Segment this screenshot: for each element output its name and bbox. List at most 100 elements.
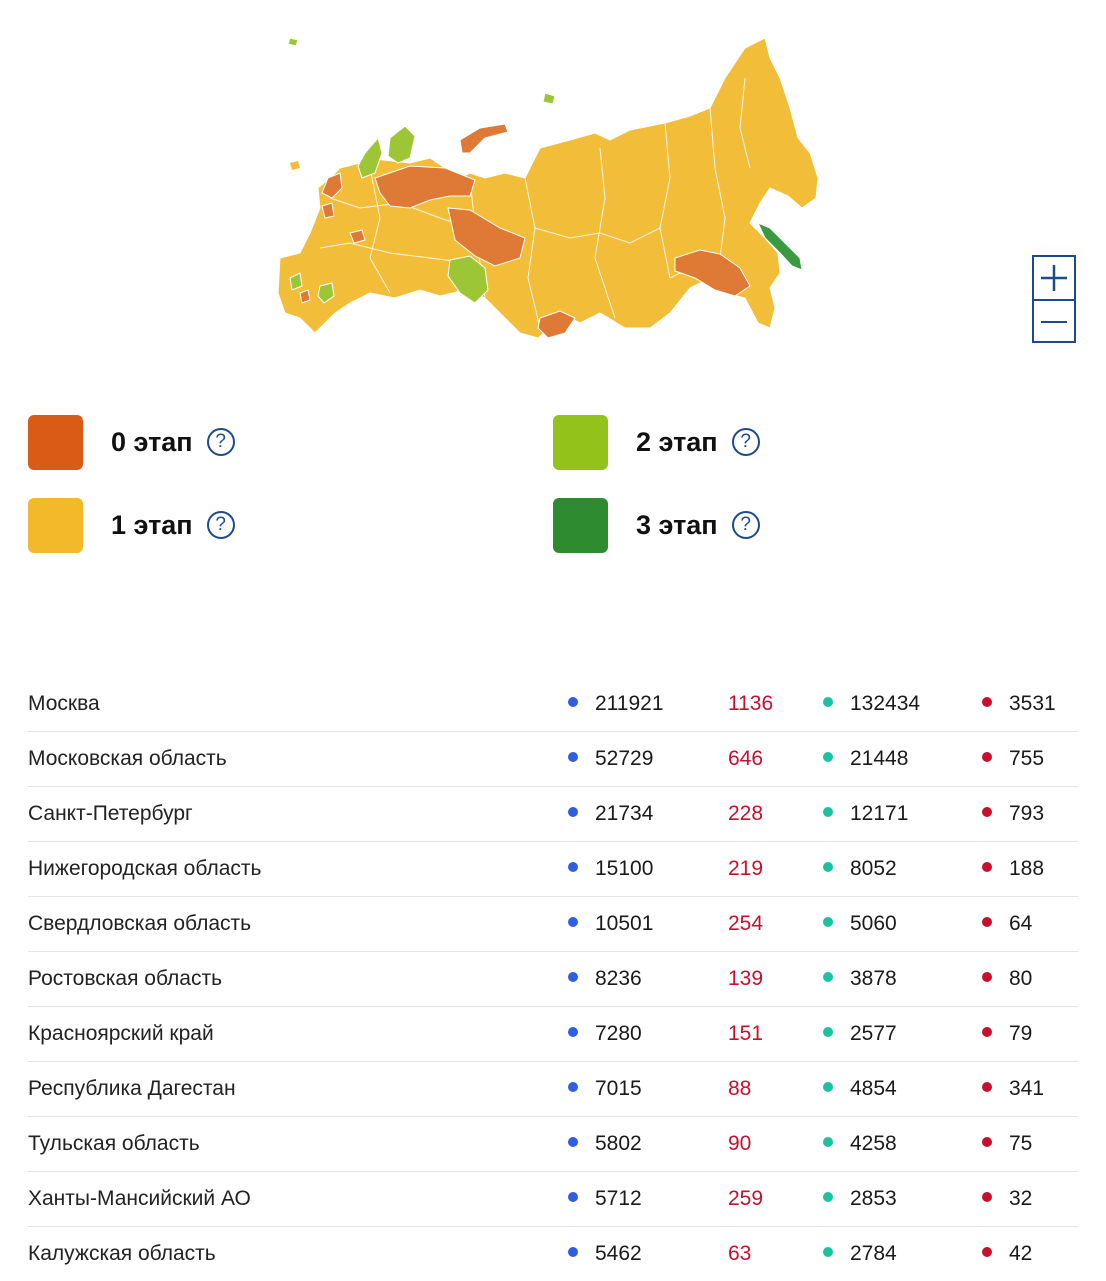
cases-dot-icon xyxy=(568,807,578,818)
region-stats-table: Москва 211921 1136 132434 3531 Московская обл… xyxy=(28,677,1078,1281)
cases-cell: 15100 xyxy=(568,842,653,896)
deaths-value: 755 xyxy=(1009,747,1045,770)
deaths-dot-icon xyxy=(982,917,992,928)
deaths-value: 793 xyxy=(1009,802,1045,825)
recovered-cell: 4258 xyxy=(823,1117,897,1171)
recovered-cell: 5060 xyxy=(823,897,897,951)
cases-cell: 8236 xyxy=(568,952,642,1006)
deaths-value: 188 xyxy=(1009,857,1045,880)
deaths-cell: 755 xyxy=(982,732,1044,786)
deaths-dot-icon xyxy=(982,862,992,873)
cases-dot-icon xyxy=(568,1247,578,1258)
table-row[interactable]: Республика Дагестан 7015 88 4854 341 xyxy=(28,1062,1078,1117)
new-cases-value: 259 xyxy=(728,1187,764,1210)
zoom-out-button[interactable] xyxy=(1034,299,1074,343)
cases-value: 7280 xyxy=(595,1022,642,1045)
map-area[interactable] xyxy=(0,0,1106,370)
deaths-cell: 3531 xyxy=(982,677,1056,731)
legend-swatch-stage0 xyxy=(28,414,83,470)
recovered-cell: 132434 xyxy=(823,677,920,731)
table-row[interactable]: Тульская область 5802 90 4258 75 xyxy=(28,1117,1078,1172)
cases-value: 8236 xyxy=(595,967,642,990)
cases-value: 5462 xyxy=(595,1242,642,1265)
table-row[interactable]: Свердловская область 10501 254 5060 64 xyxy=(28,897,1078,952)
help-icon[interactable]: ? xyxy=(206,428,235,456)
recovered-value: 2784 xyxy=(850,1242,897,1265)
legend-label-stage1: 1 этап xyxy=(111,509,193,540)
new-cases-value: 90 xyxy=(728,1132,752,1155)
cases-value: 10501 xyxy=(595,912,654,935)
zoom-controls xyxy=(1032,255,1076,343)
recovered-dot-icon xyxy=(823,697,833,708)
table-row[interactable]: Ханты-Мансийский АО 5712 259 2853 32 xyxy=(28,1172,1078,1227)
legend-item-stage2: 2 этап ? xyxy=(553,414,760,470)
deaths-dot-icon xyxy=(982,807,992,818)
cases-dot-icon xyxy=(568,1137,578,1148)
region-name: Калужская область xyxy=(28,1242,216,1265)
help-icon[interactable]: ? xyxy=(731,428,760,456)
deaths-value: 341 xyxy=(1009,1077,1045,1100)
region-name: Ростовская область xyxy=(28,967,223,990)
cases-cell: 5712 xyxy=(568,1172,642,1226)
cases-cell: 21734 xyxy=(568,787,653,841)
deaths-dot-icon xyxy=(982,1137,992,1148)
deaths-dot-icon xyxy=(982,972,992,983)
deaths-cell: 793 xyxy=(982,787,1044,841)
cases-value: 7015 xyxy=(595,1077,642,1100)
recovered-dot-icon xyxy=(823,807,833,818)
legend-item-stage3: 3 этап ? xyxy=(553,497,760,553)
new-cases-value: 63 xyxy=(728,1242,752,1265)
table-row[interactable]: Москва 211921 1136 132434 3531 xyxy=(28,677,1078,732)
stage3-region xyxy=(757,222,803,271)
recovered-value: 5060 xyxy=(850,912,897,935)
deaths-value: 64 xyxy=(1009,912,1033,935)
plus-icon xyxy=(1041,265,1067,291)
legend-swatch-stage2 xyxy=(553,414,608,470)
cases-value: 52729 xyxy=(595,747,654,770)
deaths-dot-icon xyxy=(982,752,992,763)
deaths-value: 42 xyxy=(1009,1242,1033,1265)
stage0-regions xyxy=(299,123,751,339)
legend-label-stage3: 3 этап xyxy=(636,509,718,540)
recovered-value: 12171 xyxy=(850,802,909,825)
recovered-dot-icon xyxy=(823,862,833,873)
cases-dot-icon xyxy=(568,1192,578,1203)
recovered-value: 2577 xyxy=(850,1022,897,1045)
zoom-in-button[interactable] xyxy=(1034,257,1074,299)
recovered-value: 132434 xyxy=(850,692,921,715)
new-cases-value: 254 xyxy=(728,912,764,935)
cases-cell: 52729 xyxy=(568,732,653,786)
deaths-value: 32 xyxy=(1009,1187,1033,1210)
help-icon[interactable]: ? xyxy=(206,511,235,539)
cases-dot-icon xyxy=(568,1027,578,1038)
cases-cell: 7280 xyxy=(568,1007,642,1061)
minus-icon xyxy=(1041,321,1067,323)
deaths-dot-icon xyxy=(982,1027,992,1038)
recovered-cell: 2784 xyxy=(823,1227,897,1281)
help-icon[interactable]: ? xyxy=(731,511,760,539)
table-row[interactable]: Московская область 52729 646 21448 755 xyxy=(28,732,1078,787)
recovered-cell: 21448 xyxy=(823,732,908,786)
deaths-value: 80 xyxy=(1009,967,1033,990)
recovered-cell: 3878 xyxy=(823,952,897,1006)
deaths-cell: 188 xyxy=(982,842,1044,896)
legend-swatch-stage3 xyxy=(553,497,608,553)
region-name: Свердловская область xyxy=(28,912,252,935)
cases-cell: 10501 xyxy=(568,897,653,951)
new-cases-value: 151 xyxy=(728,1022,764,1045)
recovered-cell: 2853 xyxy=(823,1172,897,1226)
table-row[interactable]: Нижегородская область 15100 219 8052 188 xyxy=(28,842,1078,897)
table-row[interactable]: Санкт-Петербург 21734 228 12171 793 xyxy=(28,787,1078,842)
region-name: Красноярский край xyxy=(28,1022,214,1045)
russia-region-map[interactable] xyxy=(270,28,840,353)
recovered-value: 3878 xyxy=(850,967,897,990)
deaths-value: 3531 xyxy=(1009,692,1056,715)
table-row[interactable]: Ростовская область 8236 139 3878 80 xyxy=(28,952,1078,1007)
table-row[interactable]: Калужская область 5462 63 2784 42 xyxy=(28,1227,1078,1281)
deaths-dot-icon xyxy=(982,1082,992,1093)
recovered-dot-icon xyxy=(823,1137,833,1148)
recovered-value: 2853 xyxy=(850,1187,897,1210)
deaths-dot-icon xyxy=(982,1192,992,1203)
region-name: Санкт-Петербург xyxy=(28,802,193,825)
table-row[interactable]: Красноярский край 7280 151 2577 79 xyxy=(28,1007,1078,1062)
